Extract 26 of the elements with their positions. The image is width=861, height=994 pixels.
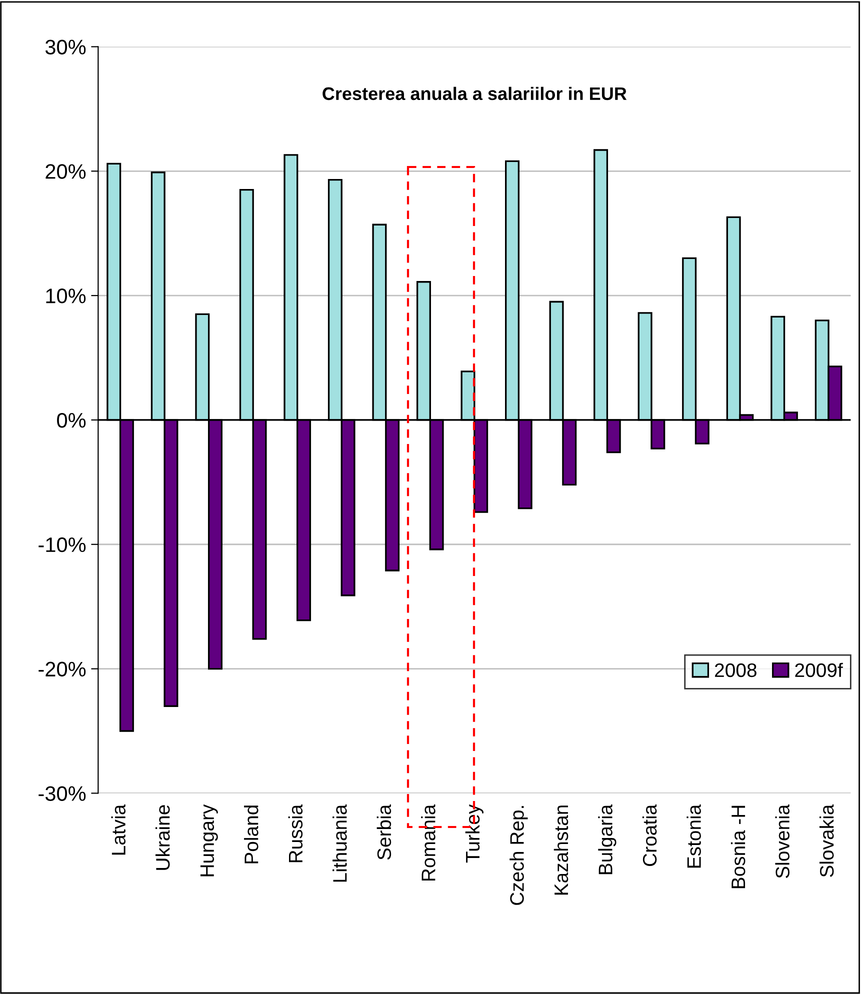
x-tick-label: Slovenia [775,804,790,878]
text: Cresterea anuala a salariilor in EUR [322,86,627,100]
y-tick-label: 20% [46,164,86,179]
x-tick-label: Poland [244,806,258,864]
x-tick-label: Estonia [686,804,701,868]
x-tick-label: Latvia [111,804,126,855]
x-tick-label: Croatia [642,804,657,866]
x-tick-label: Romania [421,804,436,881]
y-tick-label: -20% [38,662,86,677]
y-tick-label: 30% [45,40,86,54]
legend-label: 2008 [715,663,756,678]
x-tick-label: Bosnia -H [730,806,746,888]
x-tick-label: Serbia [376,804,392,860]
x-tick-label: Lithuania [332,804,347,882]
y-tick-label: -30% [38,786,86,801]
x-tick-label: Czech Rep. [510,806,528,905]
x-tick-label: Ukraine [155,805,170,870]
x-tick-label: Russia [288,804,303,862]
legend-label: 2009f [795,662,843,678]
x-tick-label: Bulgaria [598,804,616,874]
x-tick-label: Hungary [200,804,218,876]
x-tick-label: Kazahstan [554,806,568,895]
y-tick-label: -10% [38,537,86,552]
y-tick-label: 10% [46,288,86,304]
x-tick-label: Slovakia [819,804,834,877]
y-tick-label: 0% [57,412,86,428]
